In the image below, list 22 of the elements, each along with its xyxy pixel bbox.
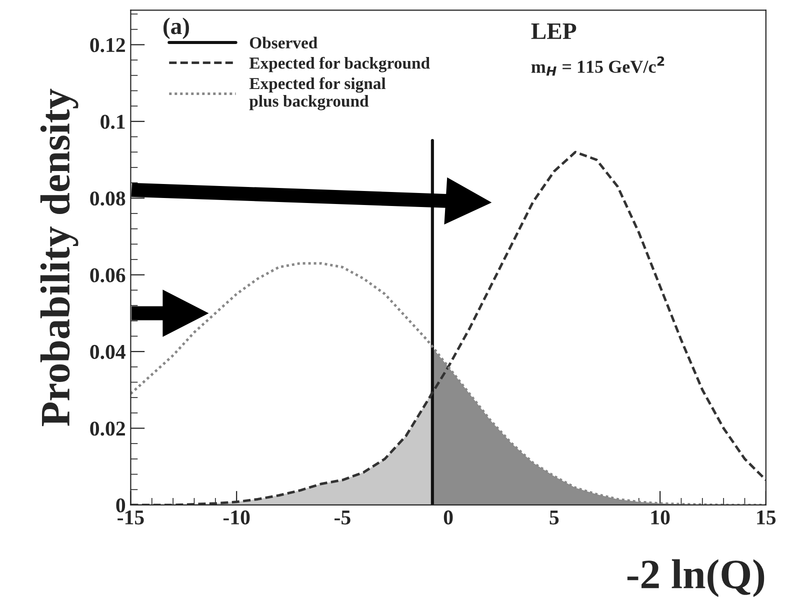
- x-tick-label: 0: [444, 510, 453, 524]
- x-tick-label: 15: [757, 510, 776, 524]
- legend-label: Expected for signal plus background: [249, 77, 386, 110]
- y-axis-title: Probability density: [40, 88, 78, 426]
- x-tick-label: -5: [334, 510, 350, 524]
- legend-label: Observed: [250, 36, 318, 48]
- annotation: LEP: [531, 23, 576, 39]
- y-tick-label: 0: [116, 498, 126, 512]
- y-tick-label: 0.06: [90, 268, 126, 282]
- y-tick-label: 0.04: [90, 344, 126, 360]
- annotation: m$_{H}$ = 115 GeV/c$^{2}$: [531, 56, 664, 76]
- x-tick-label: 5: [550, 510, 559, 524]
- y-tick-label: 0.08: [90, 191, 126, 206]
- legend-label: Expected for background: [249, 56, 430, 72]
- y-tick-label: 0.1: [100, 114, 125, 129]
- x-tick-label: 10: [651, 510, 670, 524]
- y-tick-label: 0.12: [90, 38, 125, 52]
- y-tick-label: 0.02: [90, 422, 125, 436]
- x-tick-label: -10: [223, 510, 250, 524]
- x-axis-title: -2 ln(Q): [627, 559, 764, 598]
- x-tick-label: -15: [118, 510, 144, 524]
- annotation: (a): [164, 18, 189, 40]
